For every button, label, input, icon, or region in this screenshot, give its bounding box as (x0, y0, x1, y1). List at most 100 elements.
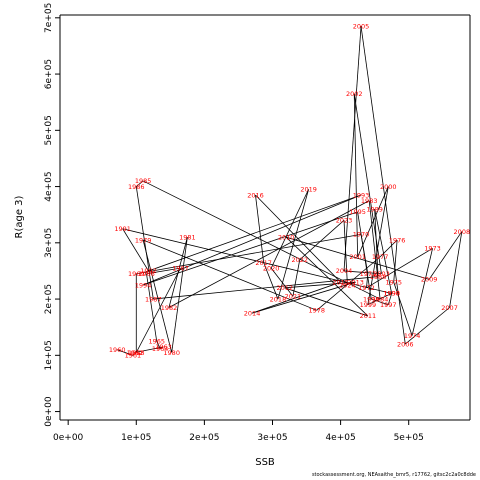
x-tick-label: 1e+05 (121, 433, 151, 443)
series-segment (353, 93, 382, 274)
series-segment (171, 237, 188, 353)
point-label-1998: 1998 (383, 290, 400, 298)
point-label-1978: 1978 (308, 307, 325, 315)
point-label-1964: 1964 (152, 345, 169, 353)
point-label-1973: 1973 (424, 245, 441, 253)
series-segment (449, 231, 463, 308)
point-label-2006: 2006 (397, 340, 414, 348)
point-label-2016: 2016 (247, 191, 264, 199)
series-segment (411, 248, 433, 336)
series-segment (367, 186, 389, 305)
point-label-2014: 2014 (244, 309, 261, 317)
series-segment (159, 346, 164, 349)
series-segment (367, 293, 392, 306)
point-label-1997: 1997 (380, 301, 397, 309)
y-tick-label: 5e+05 (44, 115, 54, 145)
series-segment (168, 200, 370, 308)
series-segment (393, 239, 398, 283)
series-segment (142, 211, 358, 286)
series-segment (357, 186, 389, 258)
series-segment (122, 228, 149, 272)
y-tick-label: 1e+05 (44, 340, 54, 370)
point-label-1983: 1983 (361, 197, 378, 205)
point-label-2015: 2015 (332, 278, 349, 286)
series-segment (263, 262, 279, 300)
point-label-1977: 1977 (372, 253, 389, 261)
series-segment (357, 211, 372, 300)
point-label-2021: 2021 (285, 293, 302, 301)
series-segment (368, 200, 381, 300)
y-tick-label: 7e+05 (44, 3, 54, 33)
point-label-1967: 1967 (172, 264, 189, 272)
point-label-1966: 1966 (138, 270, 155, 278)
y-axis-ticks: 0e+00 1e+05 2e+05 3e+05 4e+05 5e+05 6e+05 7e+05 (44, 3, 60, 427)
x-tick-label: 3e+05 (257, 433, 287, 443)
point-label-2008: 2008 (454, 228, 471, 236)
series-segment (277, 189, 309, 300)
series-segment (284, 287, 368, 317)
series-segment (142, 239, 173, 353)
series-segment (148, 194, 362, 272)
x-axis-title: SSB (255, 457, 275, 468)
y-tick-label: 0e+00 (44, 396, 54, 427)
footer-credit: stockassessment.org, NEAsaithe_bmr5, r17… (312, 472, 476, 478)
series-segment (360, 26, 406, 345)
point-label-2019: 2019 (300, 186, 317, 194)
point-label-1962: 1962 (127, 349, 144, 357)
series-segment (371, 298, 389, 306)
series-segment (428, 231, 463, 280)
point-label-1990: 1990 (383, 290, 400, 298)
point-label-2011: 2011 (360, 312, 377, 320)
point-label-1976: 1976 (389, 236, 406, 244)
point-label-1961: 1961 (125, 352, 142, 360)
point-label-1970: 1970 (353, 231, 370, 239)
series-segment (387, 293, 393, 305)
point-label-2005: 2005 (353, 23, 370, 31)
y-tick-label: 3e+05 (44, 228, 54, 258)
y-tick-label: 2e+05 (44, 284, 54, 314)
series-segment (153, 276, 379, 300)
point-label-1979: 1979 (135, 236, 152, 244)
series-segment (343, 26, 362, 271)
point-label-2007: 2007 (441, 304, 458, 312)
point-label-1982: 1982 (161, 304, 178, 312)
point-label-1972: 1972 (358, 284, 375, 292)
series-segment (343, 270, 382, 275)
point-label-2009: 2009 (421, 276, 438, 284)
point-label-2002: 2002 (346, 90, 363, 98)
y-tick-label: 6e+05 (44, 59, 54, 89)
series-segment (156, 341, 161, 349)
x-tick-label: 0e+00 (53, 433, 84, 443)
series-segment (393, 282, 413, 336)
x-tick-label: 4e+05 (325, 433, 355, 443)
series-segment (292, 259, 301, 297)
point-label-1985: 1985 (135, 177, 152, 185)
series-segment (270, 267, 294, 297)
series-segment (299, 220, 345, 260)
series-segment (374, 209, 379, 277)
series-segment (255, 194, 341, 283)
x-tick-label: 5e+05 (394, 433, 424, 443)
series-segment (251, 281, 356, 314)
series-segment (405, 307, 450, 345)
point-label-1969: 1969 (128, 270, 145, 278)
series-segment (146, 273, 158, 342)
point-label-1980: 1980 (163, 349, 180, 357)
point-label-2000: 2000 (380, 183, 397, 191)
series-segment (343, 220, 348, 286)
point-label-1963: 1963 (155, 343, 172, 351)
series-segment (134, 346, 164, 353)
series-segment (255, 194, 265, 263)
series-segment (117, 349, 134, 356)
series-segment (284, 281, 356, 289)
point-label-2010: 2010 (278, 233, 295, 241)
point-label-2023: 2023 (336, 217, 353, 225)
point-label-1999: 1999 (360, 301, 377, 309)
point-label-1992: 1992 (140, 267, 157, 275)
series-segment (146, 267, 181, 275)
series-segment (142, 194, 362, 286)
point-label-1968: 1968 (128, 349, 145, 357)
point-label-1989: 1989 (366, 205, 383, 213)
point-label-2003: 2003 (373, 270, 390, 278)
series-segment (136, 233, 362, 275)
